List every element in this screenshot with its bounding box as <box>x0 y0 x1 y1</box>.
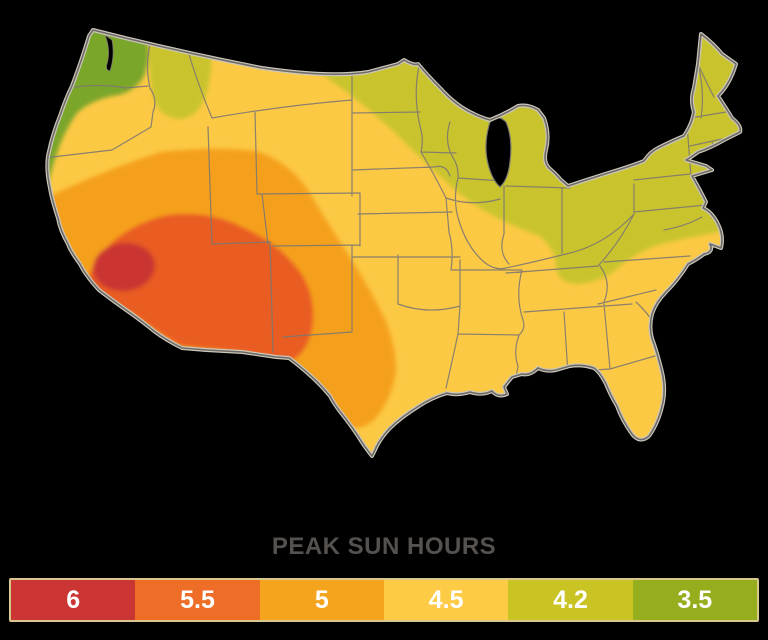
legend-item-3-5: 3.5 <box>632 580 757 620</box>
legend-bar: 6 5.5 5 4.5 4.2 3.5 <box>9 578 759 622</box>
legend-item-5: 5 <box>259 580 384 620</box>
zone-6-sun-hours-mojave <box>93 242 155 292</box>
legend-item-4-5: 4.5 <box>383 580 509 620</box>
legend-item-5-5: 5.5 <box>135 580 260 620</box>
state-borders <box>47 35 727 389</box>
legend-item-6: 6 <box>11 580 136 620</box>
legend-title: PEAK SUN HOURS <box>271 533 497 560</box>
legend-value: 4.2 <box>553 585 588 614</box>
legend-value: 6 <box>66 585 81 614</box>
zone-4-2-sun-hours-montana <box>149 38 212 119</box>
legend-value: 3.5 <box>677 585 713 614</box>
legend-value: 5 <box>314 585 329 614</box>
legend-item-4-2: 4.2 <box>508 580 633 620</box>
us-peak-sun-hours-map <box>45 28 743 458</box>
legend-value: 4.5 <box>428 585 464 614</box>
puget-sound <box>104 33 114 72</box>
legend-value: 5.5 <box>180 585 215 614</box>
lake-michigan <box>485 116 512 188</box>
